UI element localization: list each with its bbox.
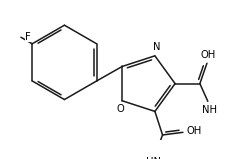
Text: O: O [116,104,124,114]
Text: N: N [152,42,160,52]
Text: F: F [25,32,31,42]
Text: OH: OH [199,50,215,60]
Text: NH: NH [201,104,216,114]
Text: OH: OH [186,126,201,136]
Text: HN: HN [146,157,160,159]
